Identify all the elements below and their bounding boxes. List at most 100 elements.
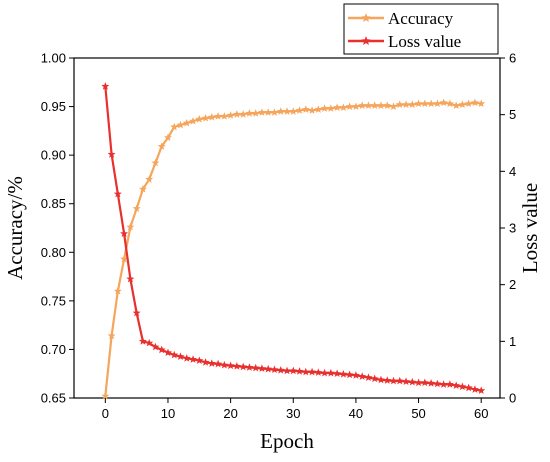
- accuracy-point: [232, 110, 241, 118]
- loss-point: [245, 363, 254, 371]
- x-tick-label: 50: [411, 406, 425, 421]
- legend-label-loss: Loss value: [388, 32, 461, 51]
- accuracy-point: [120, 254, 129, 263]
- loss-point: [138, 337, 147, 345]
- loss-point: [427, 379, 436, 387]
- legend-box: [343, 3, 499, 55]
- loss-point: [201, 358, 210, 366]
- accuracy-point: [358, 101, 367, 109]
- right-y-tick-label: 4: [509, 164, 516, 179]
- accuracy-point: [458, 100, 467, 109]
- x-tick-label: 30: [286, 406, 300, 421]
- accuracy-point: [445, 99, 454, 108]
- loss-point: [239, 362, 248, 371]
- loss-point: [414, 378, 423, 387]
- loss-point: [163, 348, 172, 357]
- accuracy-point: [339, 103, 348, 111]
- loss-point: [339, 370, 348, 378]
- loss-point: [370, 374, 379, 383]
- right-y-tick-label: 3: [509, 221, 516, 236]
- loss-point: [345, 370, 354, 379]
- right-y-tick-label: 6: [509, 51, 516, 66]
- left-y-axis-title: Accuracy/%: [3, 176, 27, 280]
- left-y-tick-label: 0.65: [41, 391, 66, 406]
- accuracy-point: [414, 99, 423, 108]
- loss-point: [120, 229, 129, 238]
- loss-point: [157, 345, 166, 354]
- accuracy-point: [214, 112, 223, 120]
- accuracy-point: [107, 331, 116, 340]
- accuracy-point: [151, 158, 160, 167]
- accuracy-point: [364, 101, 373, 109]
- accuracy-point: [427, 99, 436, 108]
- accuracy-point: [351, 102, 360, 110]
- accuracy-point: [289, 107, 298, 115]
- right-y-axis-title: Loss value: [518, 183, 542, 273]
- x-tick-label: 60: [474, 406, 488, 421]
- loss-point: [351, 371, 360, 379]
- left-y-tick-label: 0.85: [41, 196, 66, 211]
- accuracy-point: [420, 99, 429, 108]
- accuracy-point: [326, 104, 335, 112]
- accuracy-point: [226, 111, 235, 119]
- loss-point: [270, 365, 279, 374]
- loss-point: [251, 363, 260, 372]
- loss-point: [320, 368, 329, 377]
- accuracy-point: [402, 100, 411, 109]
- accuracy-point: [251, 109, 260, 117]
- loss-point: [326, 368, 335, 377]
- loss-point: [333, 369, 342, 378]
- accuracy-point: [276, 107, 285, 115]
- loss-point: [477, 386, 486, 395]
- axes-ticks: 0 10 20 30 40 50 600.650.700.750.800.850.900.9…: [41, 51, 517, 422]
- loss-point: [452, 381, 461, 389]
- accuracy-point: [314, 105, 323, 113]
- right-y-tick-label: 2: [509, 277, 516, 292]
- loss-point: [107, 150, 116, 158]
- accuracy-point: [283, 107, 291, 115]
- loss-point: [445, 380, 454, 388]
- loss-point: [189, 355, 198, 363]
- accuracy-point: [470, 98, 479, 107]
- loss-point: [295, 367, 304, 375]
- loss-point: [170, 350, 179, 359]
- loss-point: [145, 338, 154, 347]
- loss-point: [402, 377, 411, 385]
- accuracy-point: [182, 118, 191, 127]
- accuracy-point: [383, 101, 392, 109]
- loss-point: [257, 364, 266, 372]
- x-tick-label: 10: [161, 406, 175, 421]
- loss-point: [132, 308, 141, 317]
- accuracy-point: [452, 101, 461, 109]
- series-layer: [101, 82, 486, 400]
- loss-point: [433, 379, 442, 388]
- loss-point: [101, 82, 110, 90]
- accuracy-point: [257, 108, 266, 116]
- left-y-tick-label: 0.80: [41, 245, 66, 260]
- left-y-tick-label: 0.90: [41, 148, 66, 163]
- accuracy-point: [464, 99, 473, 108]
- loss-point: [126, 274, 135, 283]
- left-y-tick-label: 0.95: [41, 99, 66, 114]
- loss-point: [195, 356, 204, 364]
- accuracy-point: [270, 108, 279, 116]
- loss-point: [182, 354, 191, 362]
- loss-line: [104, 86, 482, 392]
- accuracy-point: [207, 113, 216, 121]
- loss-point: [458, 382, 467, 391]
- legend-marker-loss: [361, 36, 371, 46]
- left-y-tick-label: 1.00: [41, 51, 66, 66]
- x-tick-label: 0: [102, 406, 109, 421]
- legend-label-accuracy: Accuracy: [388, 9, 454, 28]
- loss-point: [226, 361, 235, 370]
- accuracy-point: [157, 142, 166, 150]
- accuracy-point: [439, 98, 448, 107]
- accuracy-point: [264, 108, 273, 116]
- loss-point: [176, 352, 185, 361]
- right-y-tick-label: 0: [509, 391, 516, 406]
- accuracy-point: [220, 112, 229, 120]
- loss-point: [464, 383, 473, 392]
- accuracy-point: [408, 100, 417, 109]
- loss-point: [408, 377, 417, 386]
